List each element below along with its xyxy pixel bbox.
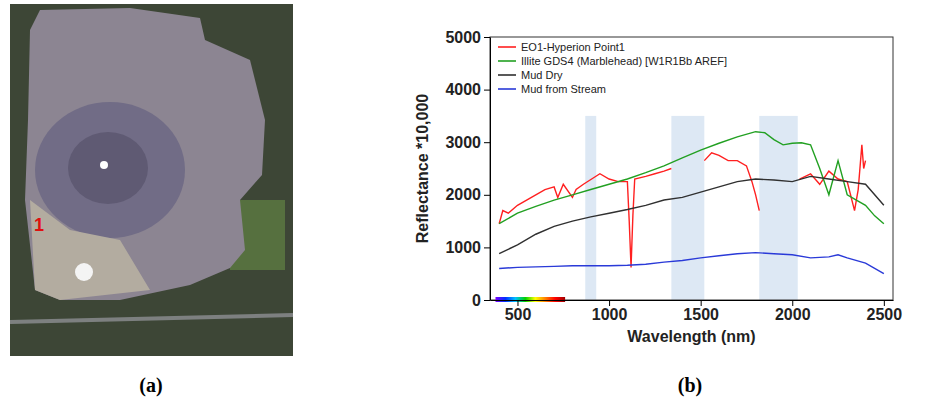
chart-panel: 500 1000 1500 2000 2500 0 1000 2000 3000 4000 5000…: [414, 29, 902, 397]
y-tick-label: 5000: [445, 29, 481, 46]
x-tick-label: 500: [505, 306, 532, 323]
x-tick: 1000: [592, 300, 628, 323]
x-tick-label: 2500: [867, 306, 903, 323]
y-tick-mark: [484, 90, 490, 91]
legend-label: EO1-Hyperion Point1: [521, 41, 625, 53]
legend-label: Mud Dry: [521, 69, 563, 81]
series-line: [499, 253, 884, 274]
point-label: 1: [34, 215, 44, 235]
x-tick-label: 1000: [592, 306, 628, 323]
x-tick: 2000: [775, 300, 811, 323]
y-tick-mark: [484, 300, 490, 301]
visible-spectrum: [495, 297, 565, 302]
x-axis-line: [491, 300, 894, 301]
y-tick-label: 0: [472, 292, 481, 309]
panel-label: (b): [678, 374, 702, 397]
shaded-range: [671, 116, 704, 300]
series-line: [499, 145, 865, 268]
y-axis-title: Reflectance *10,000: [414, 94, 431, 244]
plot-frame: [490, 37, 893, 300]
site-area: [25, 8, 265, 300]
series-line: [499, 132, 884, 224]
y-tick-mark: [484, 37, 490, 38]
y-tick: 1000: [445, 239, 490, 256]
y-tick-label: 3000: [445, 134, 481, 151]
x-tick-mark: [517, 300, 518, 306]
x-tick-mark: [884, 300, 885, 306]
y-tick-label: 2000: [445, 186, 481, 203]
y-tick-label: 4000: [445, 81, 481, 98]
x-tick-mark: [609, 300, 610, 306]
y-tick-label: 1000: [445, 239, 481, 256]
x-axis-title: Wavelength (nm): [627, 328, 755, 345]
centre-zone: [68, 132, 148, 204]
legend-swatch: [498, 46, 516, 48]
x-tick: 500: [505, 300, 532, 323]
x-tick-mark: [701, 300, 702, 306]
bright-spot: [100, 161, 108, 169]
y-tick: 5000: [445, 29, 490, 46]
image-background: [10, 4, 293, 356]
legend-swatch: [498, 88, 516, 90]
y-tick-mark: [484, 142, 490, 143]
bright-spot: [75, 263, 93, 281]
road: [10, 315, 293, 322]
y-tick-mark: [484, 195, 490, 196]
panel-label: (a): [139, 374, 162, 397]
x-axis: 500 1000 1500 2000 2500: [491, 300, 903, 323]
y-tick-mark: [484, 247, 490, 248]
y-tick: 3000: [445, 134, 490, 151]
y-tick: 0: [472, 292, 490, 309]
legend-swatch: [498, 60, 516, 62]
figure: 1 (a) 500 1000 1500 2000 2500 0 1000 2000 3000 4000…: [0, 0, 928, 405]
series-line: [499, 176, 884, 253]
x-tick: 2500: [867, 300, 903, 323]
y-axis-line: [490, 38, 491, 301]
x-tick-mark: [792, 300, 793, 306]
shaded-range: [585, 116, 596, 300]
y-tick: 2000: [445, 186, 490, 203]
legend-label: Mud from Stream: [521, 83, 606, 95]
y-tick: 4000: [445, 81, 490, 98]
image-panel: 1 (a): [10, 4, 293, 397]
y-axis: 0 1000 2000 3000 4000 5000: [445, 29, 490, 309]
legend-swatch: [498, 74, 516, 76]
legend-label: Illite GDS4 (Marblehead) [W1R1Bb AREF]: [521, 55, 727, 67]
legend: EO1-Hyperion Point1 Illite GDS4 (Marblehe…: [498, 41, 727, 95]
inner-zone: [35, 102, 185, 238]
dry-area: [30, 200, 150, 300]
x-tick-label: 2000: [775, 306, 811, 323]
x-tick: 1500: [683, 300, 719, 323]
x-tick-label: 1500: [683, 306, 719, 323]
plot-area: [499, 116, 884, 300]
